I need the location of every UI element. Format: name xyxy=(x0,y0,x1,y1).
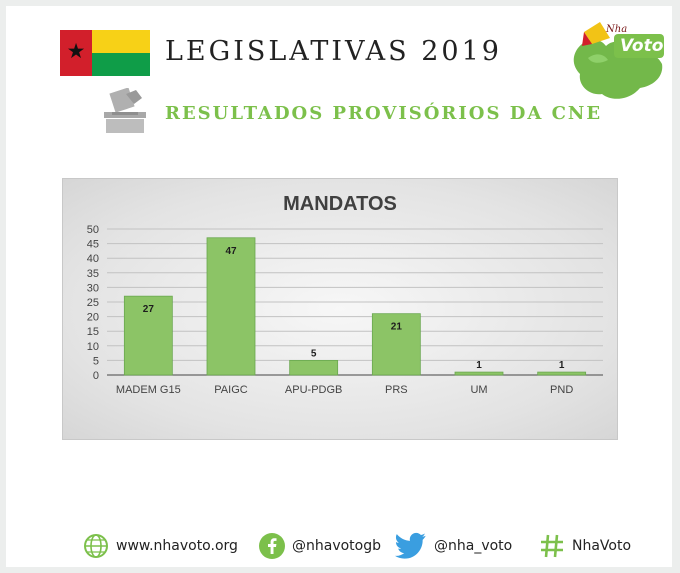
chart-panel: 0 5 10 15 20 25 30 35 40 45 50 27 MADEM G15 47 PAIGC 5 A… xyxy=(62,178,618,440)
bar xyxy=(289,359,339,376)
y-tick-label: 50 xyxy=(87,224,99,236)
y-tick-label: 10 xyxy=(87,341,99,353)
hashtag-icon xyxy=(541,534,563,558)
flag-green-band xyxy=(92,53,150,76)
hashtag-text: NhaVoto xyxy=(572,538,632,554)
logo-small-text: Nha xyxy=(606,24,628,35)
page-title: LEGISLATIVAS 2019 xyxy=(165,36,502,67)
website-text: www.nhavoto.org xyxy=(116,538,238,554)
facebook-icon xyxy=(259,533,285,559)
x-tick-label: PRS xyxy=(385,384,408,396)
flag-red-band xyxy=(60,30,92,76)
twitter-text: @nha_voto xyxy=(434,538,513,554)
x-tick-label: PAIGC xyxy=(214,384,247,396)
twitter-bird-icon xyxy=(394,532,426,559)
data-label: 21 xyxy=(391,322,403,333)
y-tick-label: 35 xyxy=(87,268,99,280)
x-tick-label: MADEM G15 xyxy=(116,384,181,396)
nhavoto-logo xyxy=(573,22,664,99)
bar xyxy=(371,313,421,376)
data-label: 1 xyxy=(559,360,565,371)
data-label: 5 xyxy=(311,348,317,359)
page-subtitle: RESULTADOS PROVISÓRIOS DA CNE xyxy=(165,103,603,124)
footer-links: www.nhavoto.org @nhavotogb @nha_voto Nha… xyxy=(0,528,680,564)
y-tick-label: 25 xyxy=(87,297,99,309)
logo-text: Voto xyxy=(620,36,664,56)
y-tick-label: 5 xyxy=(93,355,99,367)
bar xyxy=(537,371,587,376)
y-tick-label: 40 xyxy=(87,253,99,265)
guinea-bissau-flag: ★ xyxy=(60,30,150,76)
y-tick-label: 45 xyxy=(87,239,99,251)
facebook-text: @nhavotogb xyxy=(292,538,382,554)
y-tick-label: 20 xyxy=(87,312,99,324)
bar xyxy=(123,295,173,376)
flag-yellow-band xyxy=(92,30,150,53)
data-label: 1 xyxy=(476,360,482,371)
bar xyxy=(454,371,504,376)
globe-icon xyxy=(84,534,108,558)
ballot-box-icon xyxy=(104,88,146,133)
twitter-link[interactable]: @nha_voto xyxy=(394,532,512,560)
y-tick-label: 15 xyxy=(87,326,99,338)
facebook-link[interactable]: @nhavotogb xyxy=(258,532,381,560)
data-label: 47 xyxy=(225,246,237,257)
bar-chart: 0 5 10 15 20 25 30 35 40 45 50 27 MADEM G15 47 PAIGC 5 A… xyxy=(87,224,603,396)
website-link[interactable]: www.nhavoto.org xyxy=(82,532,238,560)
y-tick-label: 0 xyxy=(93,370,99,382)
bar xyxy=(206,237,256,376)
chart-title: MANDATOS xyxy=(283,193,397,215)
data-label: 27 xyxy=(143,304,155,315)
x-tick-label: UM xyxy=(470,384,487,396)
flag-star-icon: ★ xyxy=(66,40,86,63)
hashtag-link[interactable]: NhaVoto xyxy=(538,532,631,560)
x-tick-label: PND xyxy=(550,384,573,396)
y-tick-label: 30 xyxy=(87,282,99,294)
x-tick-label: APU-PDGB xyxy=(285,384,342,396)
